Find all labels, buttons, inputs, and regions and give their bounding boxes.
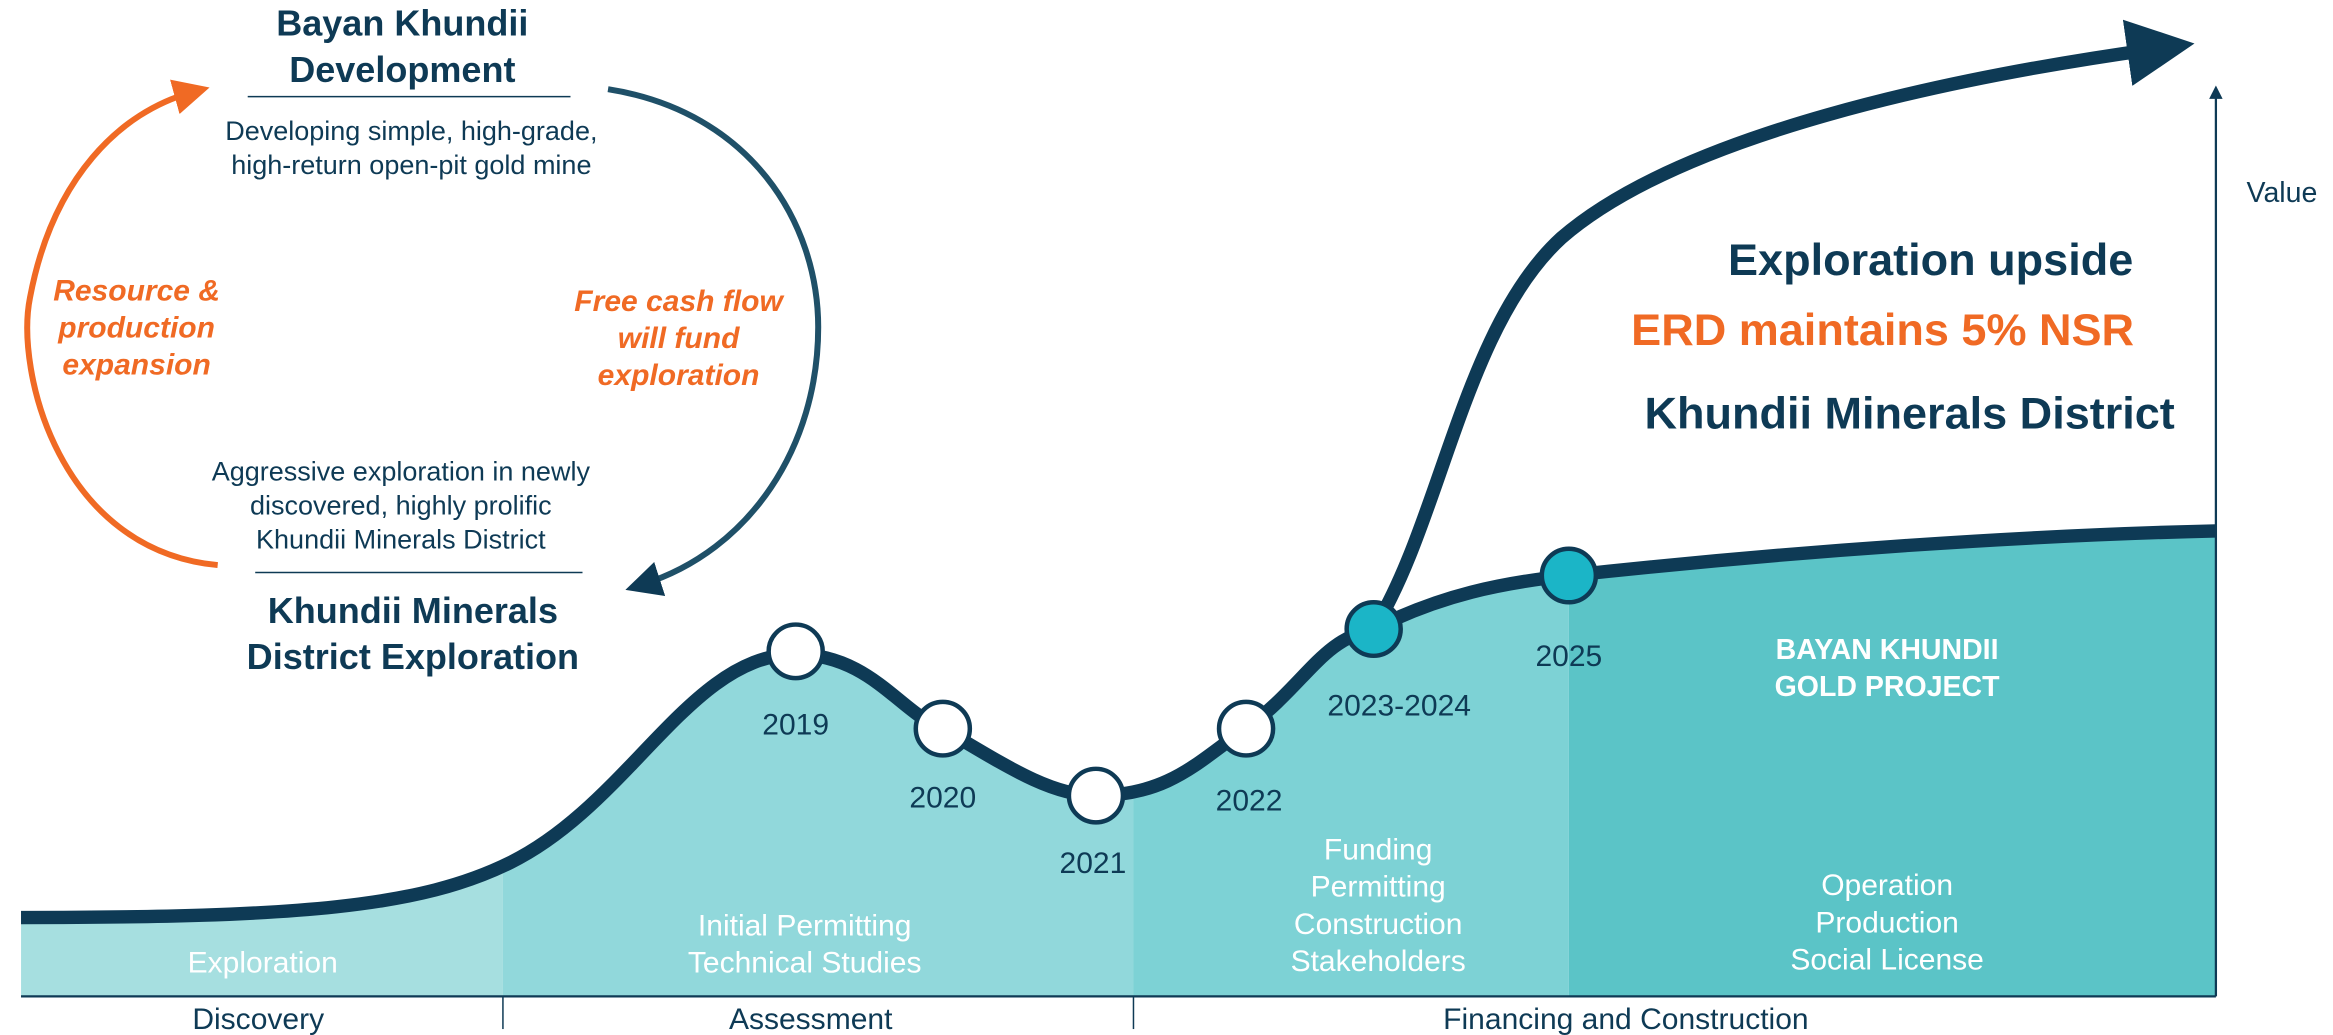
cycle-label: Resource & (53, 275, 220, 308)
stage-label: Operation (1821, 869, 1953, 902)
stage-label: Exploration (188, 947, 338, 980)
milestone-marker (1066, 766, 1126, 825)
stage-label: Permitting (1311, 871, 1446, 904)
phase-label: Assessment (729, 1003, 893, 1035)
cycle-description: discovered, highly prolific (250, 491, 552, 521)
milestone-marker (1216, 699, 1276, 758)
milestone-marker (1539, 546, 1599, 605)
cycle-arrow-right (607, 86, 822, 596)
axis-label: Value (2247, 177, 2318, 209)
cycle-label: expansion (62, 349, 210, 382)
stage-label: Stakeholders (1291, 945, 1466, 978)
cycle-description: high-return open-pit gold mine (231, 150, 591, 180)
cycle-title: Khundii Minerals (268, 591, 558, 631)
headline: Exploration upside (1728, 235, 2133, 285)
cycle-arrow-left (24, 79, 218, 569)
headline: ERD maintains 5% NSR (1631, 305, 2134, 355)
cycle-label: production (57, 312, 215, 345)
milestone-marker (1344, 600, 1403, 659)
upside-curve (1367, 19, 2195, 633)
milestone-label: 2023-2024 (1327, 689, 1471, 722)
cycle-title: Bayan Khundii (276, 4, 528, 44)
cycle-label: Free cash flow (574, 285, 784, 318)
cycle-title: Development (289, 50, 515, 90)
stage-label: Technical Studies (688, 947, 922, 980)
area-operation (1568, 530, 2216, 997)
milestone-label: 2020 (909, 782, 976, 815)
project-label: BAYAN KHUNDII (1776, 634, 1999, 666)
cycle-title: District Exploration (247, 637, 579, 677)
cycle-label: will fund (618, 322, 740, 355)
milestone-label: 2025 (1535, 640, 1602, 673)
cycle-description: Khundii Minerals District (256, 525, 546, 555)
milestone-label: 2021 (1060, 847, 1127, 880)
stage-label: Construction (1294, 908, 1463, 941)
milestone-label: 2022 (1216, 785, 1283, 818)
stage-label: Initial Permitting (698, 909, 912, 942)
stage-label: Social License (1790, 944, 1984, 977)
cycle-description: Aggressive exploration in newly (212, 456, 591, 486)
headline: Khundii Minerals District (1644, 388, 2174, 438)
stage-label: Funding (1324, 834, 1432, 867)
cycle-description: Developing simple, high-grade, (225, 116, 597, 146)
cycle-label: exploration (598, 359, 760, 392)
phase-label: Financing and Construction (1443, 1003, 1808, 1035)
stage-label: Production (1815, 907, 1959, 940)
milestone-marker (913, 699, 973, 758)
phase-label: Discovery (192, 1003, 324, 1035)
project-label: GOLD PROJECT (1775, 671, 2001, 703)
milestone-label: 2019 (762, 709, 829, 742)
milestone-marker (766, 622, 825, 681)
